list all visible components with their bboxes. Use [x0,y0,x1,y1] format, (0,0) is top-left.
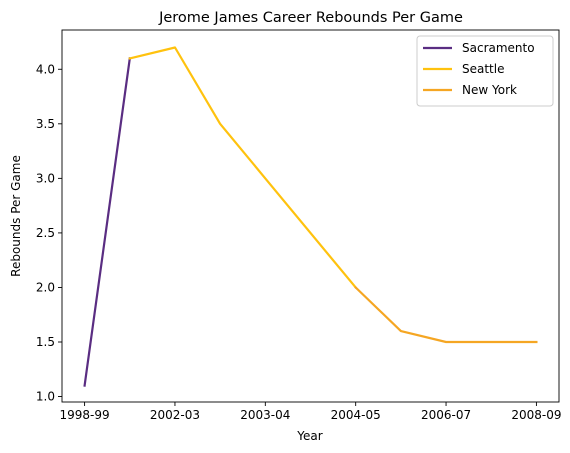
y-axis-label: Rebounds Per Game [9,155,23,277]
y-tick-label: 2.5 [36,226,55,240]
legend: Sacramento Seattle New York [416,35,554,107]
legend-label: Sacramento [462,41,535,55]
y-tick-label: 1.5 [36,335,55,349]
x-axis: 1998-99 2002-03 2003-04 2004-05 2006-07 2008-… [60,402,561,422]
legend-frame [416,35,554,107]
x-tick-label: 2002-03 [150,408,200,422]
y-axis: 1.0 1.5 2.0 2.5 3.0 3.5 4.0 [36,62,62,404]
y-tick-label: 1.0 [36,390,55,404]
y-tick-label: 3.5 [36,117,55,131]
chart-title: Jerome James Career Rebounds Per Game [158,10,463,26]
legend-label: Seattle [462,62,504,76]
x-tick-label: 2004-05 [331,408,381,422]
series-layer [83,46,538,387]
series-line-sacramento [83,57,132,387]
x-axis-label: Year [296,429,322,443]
x-tick-label: 2008-09 [511,408,561,422]
x-tick-label: 2003-04 [240,408,290,422]
x-tick-label: 1998-99 [60,408,110,422]
y-tick-label: 3.0 [36,171,55,185]
series-line-seattle [128,46,358,290]
legend-label: New York [462,83,517,97]
y-tick-label: 2.0 [36,280,55,294]
x-tick-label: 2006-07 [421,408,471,422]
series-line-new-york [354,285,538,344]
y-tick-label: 4.0 [36,62,55,76]
